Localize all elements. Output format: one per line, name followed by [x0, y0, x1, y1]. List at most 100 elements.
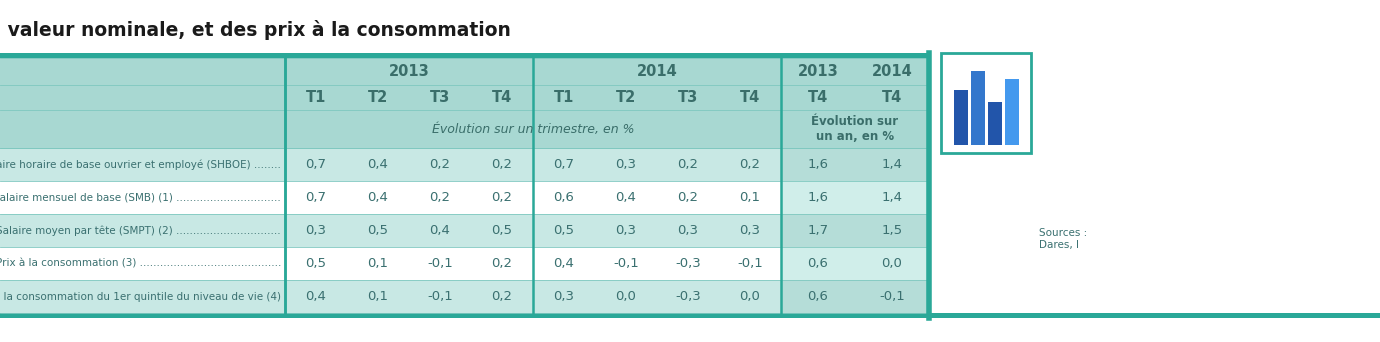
Text: T4: T4	[807, 90, 828, 105]
Text: 0,6: 0,6	[553, 191, 574, 204]
Bar	[0, 247, 286, 280]
Bar	[533, 181, 595, 214]
Bar	[781, 214, 856, 247]
Text: 1,4: 1,4	[882, 191, 903, 204]
Text: 0,0: 0,0	[740, 290, 760, 303]
Text: 0,4: 0,4	[429, 224, 450, 237]
Bar	[719, 247, 781, 280]
Bar	[533, 148, 595, 181]
Text: 0,6: 0,6	[807, 257, 828, 270]
Bar	[856, 85, 929, 110]
Text: 0,2: 0,2	[491, 257, 512, 270]
Text: 2013: 2013	[389, 64, 429, 79]
Text: 0,2: 0,2	[678, 191, 698, 204]
Text: Évolution sur un trimestre, en %: Évolution sur un trimestre, en %	[432, 122, 635, 135]
Bar	[286, 148, 346, 181]
Bar	[286, 58, 533, 85]
Bar	[471, 181, 533, 214]
Bar	[408, 181, 471, 214]
Bar	[781, 247, 856, 280]
Bar	[0, 280, 286, 313]
Text: 0,2: 0,2	[740, 158, 760, 171]
Bar	[286, 247, 346, 280]
Bar	[595, 280, 657, 313]
Text: T1: T1	[306, 90, 326, 105]
Text: 0,4: 0,4	[615, 191, 636, 204]
Text: 0,6: 0,6	[807, 290, 828, 303]
Bar	[0, 313, 1380, 318]
Bar	[0, 313, 929, 318]
Bar	[719, 280, 781, 313]
Bar	[970, 71, 984, 145]
Text: 1,5: 1,5	[882, 224, 903, 237]
Bar	[408, 247, 471, 280]
Bar	[595, 85, 657, 110]
Bar	[856, 58, 929, 85]
Text: 0,5: 0,5	[305, 257, 327, 270]
Text: 1,7: 1,7	[807, 224, 828, 237]
Text: 0,2: 0,2	[429, 191, 450, 204]
Bar	[941, 53, 1031, 153]
Bar	[533, 214, 595, 247]
Text: 1,6: 1,6	[807, 191, 828, 204]
Text: 0,3: 0,3	[615, 224, 636, 237]
Bar	[781, 148, 856, 181]
Text: 0,0: 0,0	[615, 290, 636, 303]
Text: -0,1: -0,1	[613, 257, 639, 270]
Bar	[408, 280, 471, 313]
Text: 0,3: 0,3	[740, 224, 760, 237]
Bar	[856, 214, 929, 247]
Bar	[533, 280, 595, 313]
Text: 0,2: 0,2	[491, 158, 512, 171]
Bar	[657, 85, 719, 110]
Text: T1: T1	[553, 90, 574, 105]
Text: 0,4: 0,4	[305, 290, 327, 303]
Text: 0,2: 0,2	[491, 191, 512, 204]
Text: -0,1: -0,1	[737, 257, 763, 270]
Text: Salaire moyen par tête (SMPT) (2) ...............................: Salaire moyen par tête (SMPT) (2) ......…	[0, 225, 282, 236]
Text: 0,5: 0,5	[367, 224, 389, 237]
Text: T4: T4	[491, 90, 512, 105]
Text: -0,1: -0,1	[879, 290, 905, 303]
Text: T2: T2	[615, 90, 636, 105]
Bar	[0, 53, 929, 58]
Bar	[0, 0, 1380, 58]
Text: T2: T2	[368, 90, 388, 105]
Text: Salaire horaire de base ouvrier et employé (SHBOE) ........: Salaire horaire de base ouvrier et emplo…	[0, 159, 282, 170]
Text: Sources :
Dares, I: Sources : Dares, I	[1039, 228, 1087, 250]
Bar	[781, 58, 856, 85]
Text: 0,4: 0,4	[553, 257, 574, 270]
Bar	[408, 85, 471, 110]
Bar	[471, 247, 533, 280]
Bar	[471, 214, 533, 247]
Bar	[719, 214, 781, 247]
Bar	[346, 280, 408, 313]
Bar	[657, 280, 719, 313]
Text: 0,2: 0,2	[491, 290, 512, 303]
Bar	[533, 85, 595, 110]
Bar	[595, 181, 657, 214]
Text: 1,6: 1,6	[807, 158, 828, 171]
Bar	[471, 85, 533, 110]
Text: 0,7: 0,7	[305, 158, 327, 171]
Text: 0,1: 0,1	[367, 257, 389, 270]
Text: 0,1: 0,1	[740, 191, 760, 204]
Bar	[657, 247, 719, 280]
Bar	[595, 214, 657, 247]
Bar	[595, 247, 657, 280]
Bar	[471, 148, 533, 181]
Bar	[346, 148, 408, 181]
Bar	[346, 247, 408, 280]
Text: Évolution sur
un an, en %: Évolution sur un an, en %	[811, 115, 898, 143]
Bar	[346, 214, 408, 247]
Text: 2014: 2014	[636, 64, 678, 79]
Bar	[0, 181, 286, 214]
Text: 0,7: 0,7	[305, 191, 327, 204]
Bar	[471, 280, 533, 313]
Bar	[1005, 79, 1018, 145]
Bar	[657, 181, 719, 214]
Bar	[856, 247, 929, 280]
Bar	[856, 148, 929, 181]
Bar	[781, 110, 929, 148]
Bar	[408, 148, 471, 181]
